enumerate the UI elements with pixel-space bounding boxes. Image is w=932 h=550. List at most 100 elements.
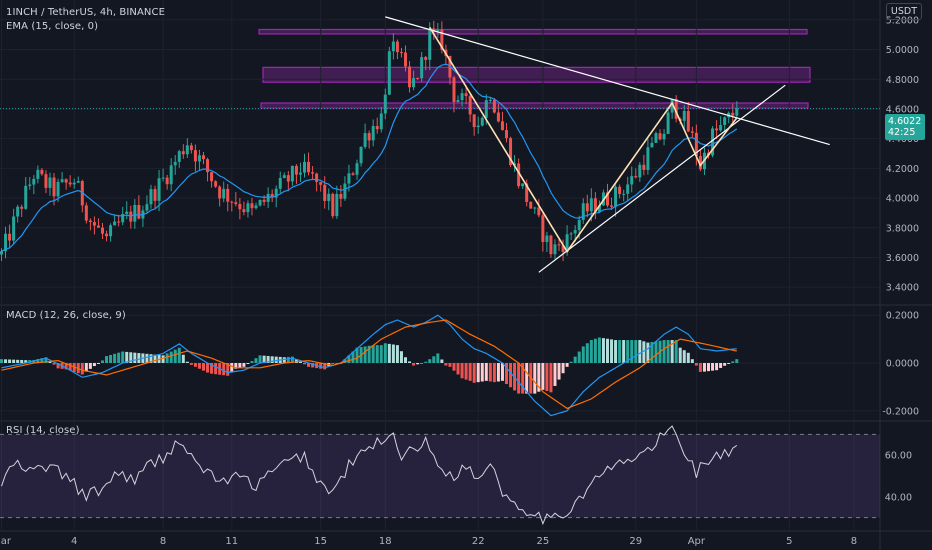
macd-histogram-bar	[456, 363, 460, 375]
macd-histogram-bar	[169, 351, 173, 363]
resistance-zone	[258, 28, 808, 35]
macd-histogram-bar	[234, 363, 238, 369]
time-axis: Mar 4 8 11 15 18 22 25 29 Apr 5 8	[0, 536, 857, 547]
candle-body	[597, 205, 601, 212]
candle-body	[311, 172, 315, 174]
candle-body	[202, 155, 205, 160]
macd-histogram-bar	[614, 340, 618, 363]
candle-body	[133, 204, 137, 222]
macd-histogram-bar	[189, 363, 193, 365]
macd-histogram-bar	[606, 338, 609, 363]
candle-body	[545, 235, 549, 243]
candle-body	[658, 133, 662, 140]
macd-histogram-bar	[626, 340, 630, 363]
candle-body	[315, 173, 319, 182]
candle-body	[250, 203, 254, 209]
macd-histogram-bar	[165, 353, 169, 363]
macd-histogram-bar	[88, 363, 92, 369]
macd-histogram-bar	[323, 363, 327, 370]
currency-selector[interactable]: USDT	[885, 3, 922, 20]
macd-histogram-bar	[444, 363, 448, 366]
candle-body	[420, 57, 424, 79]
candle-body	[72, 182, 76, 185]
candle-body	[153, 189, 157, 201]
macd-histogram-bar	[537, 363, 541, 392]
price-tick-label: 3.6000	[886, 253, 919, 264]
signal-line	[1, 319, 737, 410]
candle-body	[614, 186, 618, 207]
macd-tick-label: 0.0000	[886, 359, 919, 370]
candle-body	[40, 169, 44, 175]
candle-body	[137, 204, 141, 219]
candle-body	[367, 133, 371, 141]
time-tick-label: Mar	[0, 536, 12, 547]
macd-histogram-bar	[472, 363, 476, 383]
macd-histogram-bar	[202, 363, 205, 371]
price-tick-label: 4.0000	[886, 194, 919, 205]
macd-histogram-bar	[105, 356, 109, 363]
macd-histogram-bar	[642, 341, 646, 363]
candle-body	[185, 145, 189, 155]
rsi-tick-label: 60.00	[885, 451, 912, 462]
macd-histogram-bar	[343, 359, 347, 363]
macd-histogram-bar	[476, 363, 480, 383]
candle-body	[24, 185, 28, 209]
macd-histogram-bar	[597, 337, 601, 363]
candle-body	[488, 99, 492, 101]
macd-histogram-bar	[723, 363, 727, 366]
candle-body	[157, 178, 161, 201]
macd-histogram-bar	[395, 345, 399, 363]
last-price-value: 4.6022	[888, 116, 922, 127]
macd-histogram-bar	[367, 345, 371, 363]
macd-histogram-bar	[654, 341, 658, 363]
candle-body	[68, 182, 72, 185]
candle-body	[206, 159, 210, 173]
macd-histogram-bar	[585, 343, 589, 363]
macd-histogram-bar	[64, 363, 68, 370]
price-tick-label: 3.4000	[886, 283, 919, 294]
candle-body	[399, 52, 403, 54]
candle-body	[355, 163, 359, 175]
candle-body	[606, 192, 609, 206]
price-tick-label: 4.2000	[886, 164, 919, 175]
macd-histogram-bar	[711, 363, 715, 371]
macd-histogram-bar	[56, 363, 60, 369]
macd-histogram-bar	[303, 363, 306, 365]
macd-histogram-bar	[137, 353, 141, 363]
candle-body	[363, 133, 367, 147]
candle-body	[92, 222, 96, 226]
candle-body	[84, 205, 88, 221]
candle-body	[234, 202, 238, 205]
time-tick-label: 8	[851, 536, 857, 547]
macd-histogram-bar	[383, 343, 387, 363]
candle-body	[371, 126, 375, 141]
macd-histogram-bar	[96, 363, 100, 364]
macd-histogram-bar	[335, 363, 339, 364]
candle-body	[500, 121, 504, 131]
macd-histogram-bar	[492, 363, 496, 383]
macd-histogram-bar	[577, 351, 581, 363]
macd-histogram-bar	[250, 361, 254, 363]
macd-histogram-bar	[133, 352, 137, 363]
macd-histogram-bar	[557, 363, 561, 380]
price-tick-label: 5.0000	[886, 45, 919, 56]
macd-histogram-bar	[646, 342, 650, 363]
macd-tick-label: -0.2000	[882, 406, 919, 417]
candle-body	[44, 174, 48, 188]
candle-body	[630, 176, 634, 185]
macd-histogram-bar	[40, 358, 44, 363]
candle-body	[242, 209, 246, 213]
macd-histogram-bar	[226, 363, 230, 376]
macd-histogram-bar	[230, 363, 234, 373]
macd-histogram-bar	[311, 363, 315, 368]
candle-body	[16, 206, 20, 217]
macd-histogram-bar	[262, 355, 266, 363]
candle-body	[347, 173, 351, 184]
candle-body	[456, 100, 460, 103]
macd-histogram-bar	[428, 359, 432, 363]
candle-body	[626, 184, 630, 194]
macd-histogram-bar	[436, 353, 440, 363]
price-tick-label: 5.2000	[886, 15, 919, 26]
